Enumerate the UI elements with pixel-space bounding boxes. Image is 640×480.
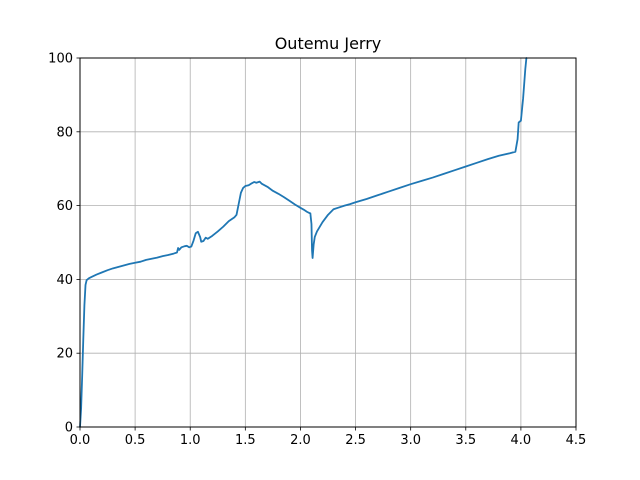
- x-axis: 0.0 0.5 1.0 1.5 2.0 2.5 3.0 3.5 4.0 4.5: [70, 427, 587, 448]
- x-tick-label: 1.5: [235, 433, 256, 448]
- plot-area: [80, 58, 576, 427]
- x-tick-label: 1.0: [180, 433, 201, 448]
- plot-frame: [79, 57, 577, 428]
- x-tick-label: 2.0: [290, 433, 311, 448]
- y-tick-label: 100: [48, 52, 73, 67]
- y-tick-label: 60: [56, 199, 73, 214]
- y-tick-label: 20: [56, 347, 73, 362]
- x-tick-label: 3.5: [455, 433, 476, 448]
- y-tick-label: 80: [56, 125, 73, 140]
- series-line: [79, 57, 528, 428]
- x-tick-label: 0.0: [70, 433, 91, 448]
- y-tick-label: 0: [65, 421, 73, 436]
- x-tick-label: 0.5: [125, 433, 146, 448]
- y-axis: 0 20 40 60 80 100: [48, 52, 80, 436]
- chart-title: Outemu Jerry: [275, 34, 382, 53]
- x-tick-label: 2.5: [345, 433, 366, 448]
- x-tick-label: 4.5: [566, 433, 587, 448]
- series-layer: [79, 57, 528, 428]
- x-tick-label: 4.0: [511, 433, 532, 448]
- x-tick-label: 3.0: [400, 433, 421, 448]
- y-tick-label: 40: [56, 273, 73, 288]
